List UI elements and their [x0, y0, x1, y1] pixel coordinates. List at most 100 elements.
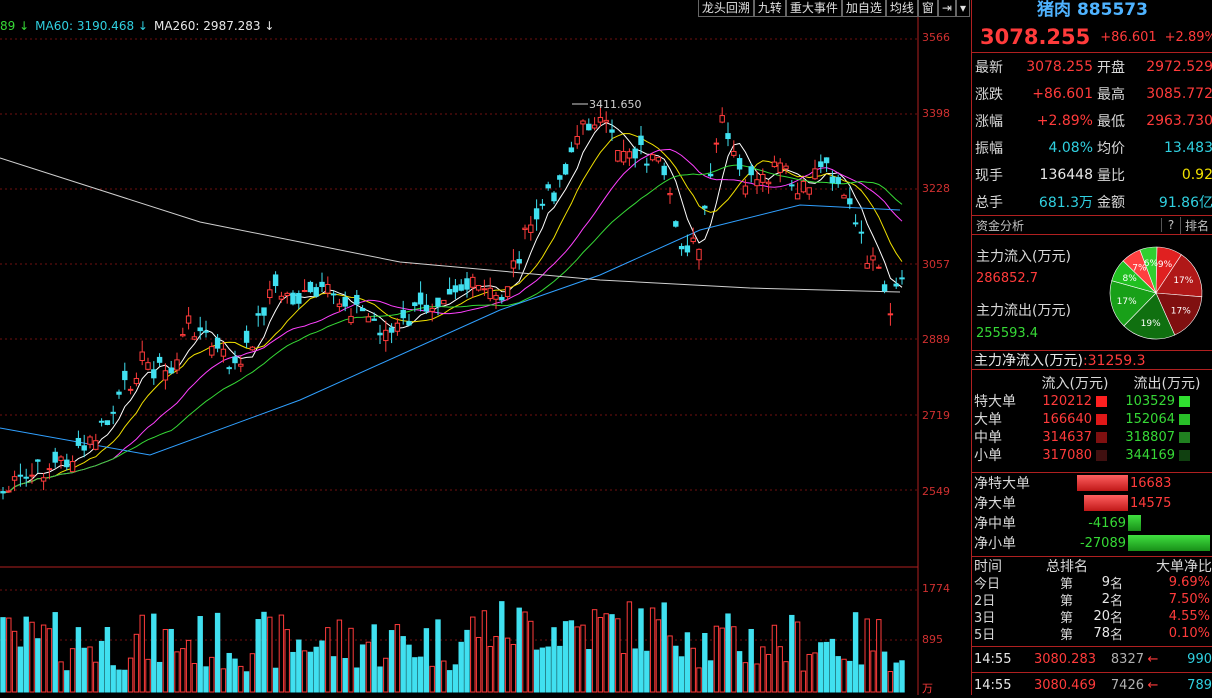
- pie-slice: [1155, 254, 1203, 298]
- toolbar-button-3[interactable]: 加自选: [841, 0, 886, 17]
- candle-body: [481, 288, 488, 291]
- quote-value: +2.89%: [1036, 112, 1093, 129]
- volume-bar: [261, 611, 267, 693]
- candle-body: [893, 283, 899, 287]
- volume-bar: [516, 607, 522, 693]
- volume-bar: [887, 671, 894, 693]
- volume-bar: [771, 624, 778, 693]
- volume-bar: [6, 617, 12, 693]
- candle-body: [296, 293, 302, 304]
- volume-bar: [0, 617, 6, 693]
- flow-table-row: 小单 317080 344169: [972, 446, 1212, 464]
- candle-body: [823, 157, 830, 164]
- volume-bar: [707, 660, 714, 693]
- quote-label: 振幅: [975, 140, 1003, 157]
- help-button[interactable]: ?: [1161, 218, 1180, 232]
- volume-bar: [122, 669, 128, 693]
- quote-row: 总手 681.3万 金额 91.86亿: [972, 188, 1212, 215]
- outflow-header: 流出(万元): [1133, 376, 1201, 392]
- pie-label: 17%: [1173, 276, 1193, 286]
- candle-body: [156, 356, 163, 363]
- candle-body: [354, 294, 360, 305]
- quote-value: 13.483: [1164, 139, 1212, 156]
- fund-analysis-title: 资金分析: [976, 218, 1025, 233]
- volume-bar: [197, 616, 203, 693]
- rank-table-header: 时间 总排名 大单净比: [972, 557, 1212, 575]
- volume-bar: [191, 663, 198, 693]
- candle-body: [771, 161, 778, 168]
- quote-label: 涨幅: [975, 113, 1003, 130]
- volume-bar: [226, 652, 232, 693]
- toolbar-button-1[interactable]: 九转: [753, 0, 786, 17]
- price-axis-label: 3057: [922, 258, 950, 271]
- inflow-value: 120212: [1042, 393, 1092, 409]
- net-flow-label: 净小单: [974, 536, 1016, 552]
- volume-bar: [597, 617, 604, 693]
- toolbar-button-2[interactable]: 重大事件: [785, 0, 842, 17]
- volume-bar: [336, 619, 343, 693]
- volume-bar: [777, 646, 783, 693]
- quote-value: 3078.255: [1026, 58, 1093, 75]
- quote-value: +86.601: [1032, 85, 1093, 102]
- price-axis-label: 2889: [922, 333, 950, 346]
- net-flow-label: 净大单: [974, 496, 1016, 512]
- tick-time: 14:55: [974, 652, 1012, 667]
- candle-body: [528, 224, 534, 233]
- volume-axis-label: 895: [922, 633, 943, 646]
- rank-prefix: 第: [1060, 628, 1074, 643]
- candle-body: [81, 445, 87, 451]
- candle-body: [406, 321, 412, 326]
- candle-body: [847, 198, 853, 205]
- candle-body: [731, 150, 737, 156]
- candle-body: [487, 287, 493, 300]
- candle-body: [69, 461, 76, 473]
- pie-label: 17%: [1171, 307, 1191, 317]
- candle-body: [852, 222, 859, 225]
- candle-body: [87, 436, 93, 445]
- candle-body: [754, 179, 760, 187]
- flow-table-row: 大单 166640 152064: [972, 410, 1212, 428]
- candle-body: [46, 468, 53, 471]
- candle-body: [371, 318, 377, 321]
- volume-bar: [667, 635, 673, 693]
- candle-body: [638, 135, 644, 146]
- candle-body: [35, 459, 41, 462]
- flow-size-label: 小单: [974, 448, 1002, 464]
- volume-bar: [69, 648, 76, 693]
- volume-bar: [325, 627, 331, 693]
- outflow-value: 103529: [1125, 393, 1175, 409]
- volume-bar: [475, 636, 482, 693]
- volume-bar: [98, 640, 105, 693]
- candle-body: [168, 367, 174, 374]
- volume-bar: [806, 653, 812, 693]
- toolbar-button-7[interactable]: ▾: [955, 0, 970, 17]
- volume-bar: [725, 613, 731, 693]
- volume-bar: [174, 651, 180, 693]
- quote-label: 均价: [1097, 140, 1125, 157]
- volume-bar: [58, 661, 64, 693]
- volume-bar: [487, 645, 493, 693]
- volume-bar: [203, 666, 209, 693]
- big-order-ratio: 0.10%: [1168, 626, 1210, 641]
- price-axis-label: 3228: [922, 182, 950, 195]
- volume-bar: [835, 656, 841, 693]
- toolbar-button-6[interactable]: ⇥: [937, 0, 956, 17]
- kline-chart-area[interactable]: 3411.650 龙头回溯 九转 重大事件 加自选 均线窗 ⇥ ▾ 89 ↓ MA60: 31…: [0, 0, 970, 695]
- volume-bar: [209, 656, 215, 693]
- toolbar-button-5[interactable]: 窗: [917, 0, 938, 17]
- candle-body: [707, 173, 714, 177]
- candle-body: [591, 124, 598, 129]
- pie-slice: [1139, 246, 1158, 294]
- candle-body: [238, 363, 244, 367]
- main-flow-block: 主力流入(万元) 286852.7 主力流出(万元) 255593.4 9% 17…: [972, 240, 1212, 346]
- rank-suffix: 名: [1110, 611, 1124, 626]
- net-flow-bars: 净特大单 16683 净大单 14575 净中单 -4169 净小单 -27089: [972, 472, 1212, 553]
- inflow-swatch: [1096, 449, 1107, 461]
- toolbar-button-0[interactable]: 龙头回溯: [697, 0, 754, 17]
- net-flow-row: 净中单 -4169: [972, 513, 1212, 533]
- stock-name: 猪肉: [1037, 0, 1072, 20]
- candle-body: [841, 194, 847, 199]
- toolbar-button-4[interactable]: 均线: [885, 0, 918, 17]
- kline-svg[interactable]: 3411.650: [0, 0, 970, 695]
- rank-button[interactable]: 排名: [1180, 216, 1212, 234]
